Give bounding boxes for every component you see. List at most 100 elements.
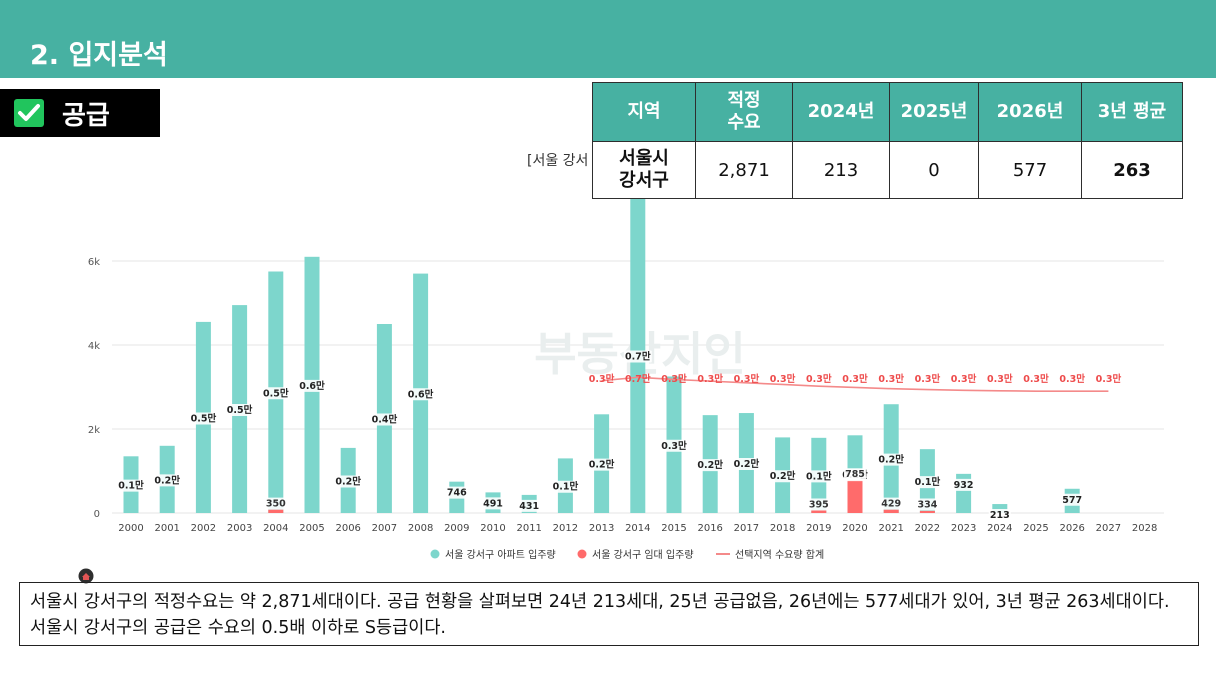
demand-line (601, 376, 1109, 393)
demand-value-label: 0.3만 (1059, 373, 1085, 385)
demand-value-label: 0.3만 (987, 373, 1013, 385)
x-tick-label: 2009 (444, 523, 469, 534)
y-tick-label: 4k (88, 341, 100, 352)
demand-value-label: 0.3만 (661, 373, 687, 385)
cell-region: 서울시 강서구 (592, 141, 696, 199)
bar-value-label: 0.2만 (770, 470, 796, 482)
bar-value-label-bg (913, 476, 942, 489)
demand-value-label: 0.3만 (842, 373, 868, 385)
bar-value-label: 0.5만 (263, 387, 289, 399)
region-text: 서울시 강서구 (619, 148, 669, 191)
cell-avg: 263 (1081, 141, 1183, 199)
x-tick-label: 2025 (1023, 523, 1048, 534)
bar-value-label: 577 (1062, 495, 1082, 506)
bar-value-label-bg (768, 470, 797, 483)
header-2025: 2025년 (900, 101, 968, 122)
demand-value-label: 0.3만 (878, 373, 904, 385)
bar-value-label-bg (1061, 493, 1084, 506)
demand-value-label: 0.7만 (625, 373, 651, 385)
bar-value-label-bg (988, 509, 1011, 522)
bar-value-label-bg (518, 499, 541, 512)
bar-value-label-bg (696, 459, 725, 472)
bar-value-label: 0.2만 (734, 458, 760, 470)
bar-value-label-bg (482, 497, 504, 510)
x-tick-label: 2001 (154, 523, 179, 534)
rental-bar (268, 509, 284, 513)
bar-value-label-bg (551, 480, 580, 493)
bar-value-label: 0.2만 (335, 475, 361, 487)
rental-bar (883, 509, 899, 513)
x-tick-label: 2012 (553, 523, 578, 534)
x-tick-label: 2010 (480, 523, 505, 534)
table-header-row: 지역 적정 수요 2024년 2025년 2026년 3년 평균 (592, 82, 1183, 142)
demand-value-label: 0.3만 (806, 373, 832, 385)
x-tick-label: 2017 (734, 523, 759, 534)
rental-value-label: 334 (917, 499, 937, 510)
rental-bar (811, 510, 827, 513)
demand-value-label: 0.3만 (951, 373, 977, 385)
bar-value-label: 0.2만 (589, 459, 615, 471)
x-tick-label: 2008 (408, 523, 433, 534)
table-header-cell: 2026년 (978, 82, 1082, 142)
cell-2025: 0 (889, 141, 979, 199)
y-tick-label: 2k (88, 425, 100, 436)
x-tick-label: 2026 (1059, 523, 1084, 534)
bar-value-label-bg (660, 439, 688, 452)
demand-value-label: 0.3만 (734, 373, 760, 385)
header-avg: 3년 평균 (1097, 101, 1167, 122)
x-tick-label: 2002 (191, 523, 216, 534)
bar-value-label-bg (225, 404, 254, 417)
description-box: 서울시 강서구의 적정수요는 약 2,871세대이다. 공급 현황을 살펴보면 … (19, 582, 1199, 646)
bar-value-label: 0.5만 (191, 412, 217, 424)
x-tick-label: 2019 (806, 523, 831, 534)
bar-value-label: 0.2만 (878, 454, 904, 466)
rental-value-label: 429 (881, 499, 901, 510)
x-tick-label: 2027 (1096, 523, 1121, 534)
section-badge: 공급 (0, 89, 160, 137)
bar-value-label: 0.1만 (806, 470, 832, 482)
bar-value-label-bg (445, 486, 468, 499)
bar-value-label-bg (153, 474, 182, 487)
bar-value-label-bg (804, 470, 833, 483)
bar-value-label: 0.1만 (915, 476, 941, 488)
bar-value-label: 0.2만 (154, 474, 180, 486)
section-label: 공급 (62, 101, 110, 131)
table-header-cell: 3년 평균 (1081, 82, 1183, 142)
cell-2026: 577 (978, 141, 1082, 199)
bar-value-label: 213 (990, 510, 1010, 521)
rental-value-label-bg (916, 498, 939, 511)
bar-value-label-bg (370, 413, 399, 426)
legend-marker-apartment (430, 549, 440, 559)
bar-value-label-bg (877, 453, 906, 466)
demand-value-label: 0.3만 (1096, 373, 1122, 385)
x-tick-label: 2023 (951, 523, 976, 534)
x-tick-label: 2003 (227, 523, 252, 534)
table-header-cell: 2024년 (792, 82, 890, 142)
bar-value-label-bg (732, 458, 761, 471)
bar-value-label-bg (406, 388, 435, 401)
bar-value-label-bg (334, 475, 363, 488)
bar-value-label: 0.3만 (661, 440, 687, 452)
x-tick-label: 2011 (516, 523, 541, 534)
chart-subtitle: [서울 강서 (527, 153, 589, 169)
legend-marker-rental (577, 549, 587, 559)
rental-value-label-bg (807, 498, 830, 511)
supply-table: 지역 적정 수요 2024년 2025년 2026년 3년 평균 서울시 강서구 2… (592, 82, 1183, 199)
y-tick-label: 0 (94, 509, 100, 520)
table-header-cell: 2025년 (889, 82, 979, 142)
header-bar: 2. 입지분석 (0, 0, 1216, 78)
demand-value-label: 0.3만 (770, 373, 796, 385)
page-title: 2. 입지분석 (30, 40, 168, 71)
table-row: 서울시 강서구 2,871 213 0 577 263 (592, 141, 1183, 199)
demand-value-label: 0.3만 (697, 373, 723, 385)
check-icon (14, 99, 44, 127)
bar-value-label-bg (298, 379, 326, 392)
cell-demand: 2,871 (695, 141, 793, 199)
table-header-cell: 지역 (592, 82, 696, 142)
table-header-cell: 적정 수요 (695, 82, 793, 142)
rental-value-label: 785 (845, 469, 865, 480)
rental-value-label-bg (844, 468, 866, 481)
rental-bar (847, 480, 863, 513)
x-tick-label: 2015 (661, 523, 686, 534)
bar-value-label-bg (261, 387, 290, 400)
